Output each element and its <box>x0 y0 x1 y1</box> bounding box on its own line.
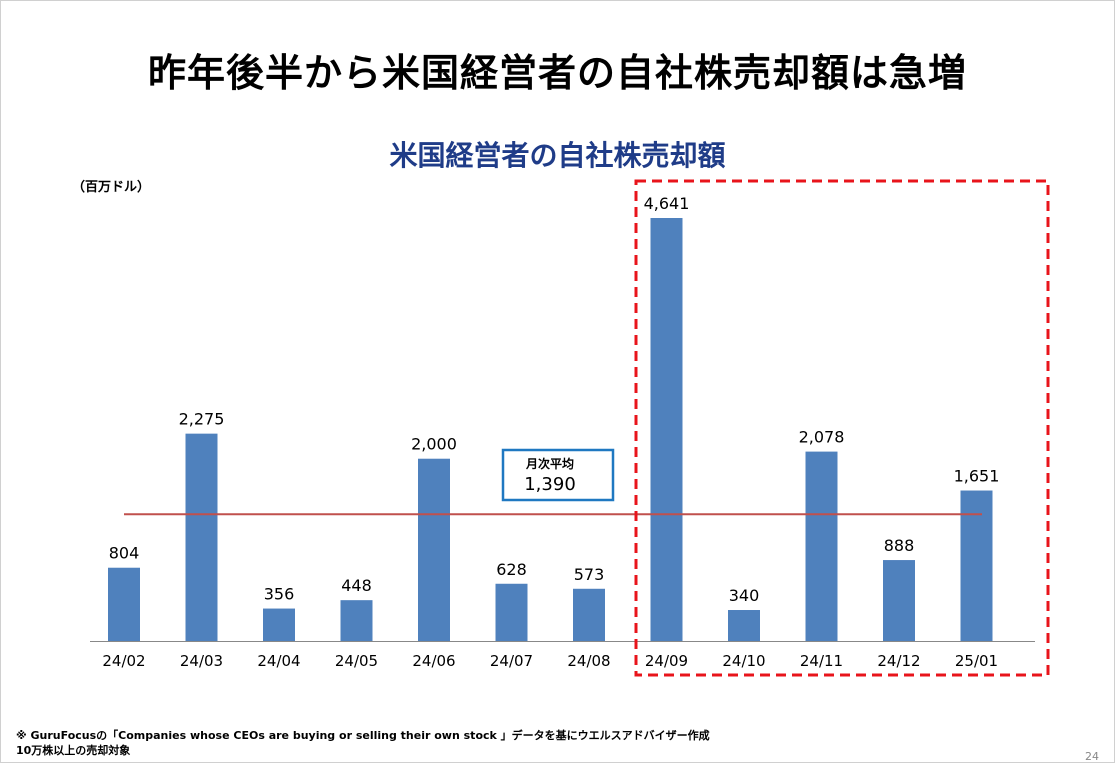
bar <box>573 588 605 641</box>
x-tick-label: 24/05 <box>335 652 378 670</box>
bar <box>108 567 140 641</box>
average-value: 1,390 <box>524 474 576 495</box>
x-tick-label: 24/07 <box>490 652 533 670</box>
data-label: 573 <box>574 565 605 584</box>
x-tick-label: 24/12 <box>877 652 920 670</box>
data-label: 2,000 <box>411 435 457 454</box>
bar <box>263 608 295 641</box>
average-label: 月次平均 <box>525 456 574 471</box>
footnote-line-2: 10万株以上の売却対象 <box>16 744 131 757</box>
x-tick-label: 24/06 <box>412 652 455 670</box>
data-label: 1,651 <box>954 467 1000 486</box>
bar <box>418 458 450 641</box>
data-label: 2,078 <box>799 428 845 447</box>
average-callout-box <box>501 448 615 502</box>
page-number: 24 <box>1085 750 1099 763</box>
unit-label: （百万ドル） <box>72 180 151 195</box>
bar <box>728 610 760 641</box>
data-label: 804 <box>109 544 140 563</box>
bar <box>960 490 993 641</box>
bar <box>340 600 373 641</box>
x-tick-label: 24/02 <box>102 652 145 670</box>
bar <box>883 560 915 641</box>
x-tick-label: 24/03 <box>180 652 223 670</box>
bar <box>650 218 683 641</box>
data-label: 888 <box>884 536 915 555</box>
data-label: 628 <box>496 560 527 579</box>
x-tick-label: 24/09 <box>645 652 688 670</box>
data-label: 4,641 <box>644 194 690 213</box>
footnote: ※ GuruFocusの「Companies whose CEOs are bu… <box>16 728 710 758</box>
data-label: 340 <box>729 586 760 605</box>
x-tick-label: 25/01 <box>955 652 998 670</box>
data-label: 448 <box>341 576 372 595</box>
data-label: 356 <box>264 585 295 604</box>
footnote-line-1: ※ GuruFocusの「Companies whose CEOs are bu… <box>16 729 710 742</box>
chart-title: 米国経営者の自社株売却額 <box>389 139 726 172</box>
bar <box>185 433 218 641</box>
x-tick-label: 24/08 <box>567 652 610 670</box>
data-label: 2,275 <box>179 410 225 429</box>
bar <box>495 583 528 641</box>
highlight-box <box>634 179 1050 677</box>
x-tick-label: 24/11 <box>800 652 843 670</box>
slide-title: 昨年後半から米国経営者の自社株売却額は急増 <box>147 51 967 95</box>
x-tick-label: 24/04 <box>257 652 300 670</box>
x-tick-label: 24/10 <box>722 652 765 670</box>
bar <box>805 451 838 641</box>
